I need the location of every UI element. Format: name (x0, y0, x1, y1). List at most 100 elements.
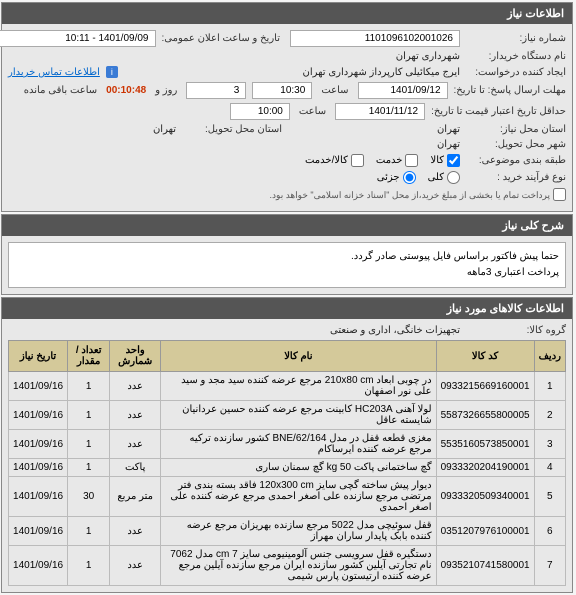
cb-goods[interactable] (448, 154, 461, 167)
cell-code: 0933215669160001 (437, 372, 535, 401)
cell-date: 1401/09/16 (10, 459, 69, 477)
cell-qty: 30 (69, 477, 111, 517)
deadline-date: 1401/09/12 (359, 82, 449, 99)
cell-name: لولا آهنی HC203A کابینت مرجع عرضه کننده … (162, 401, 437, 430)
cell-code: 5535160573850001 (437, 430, 535, 459)
desc-line1: حتما پیش فاکتور براساس فایل پیوستی صادر … (16, 249, 560, 265)
cb-goods-service-wrapper[interactable]: کالا/خدمت (306, 154, 365, 167)
deadline-label: مهلت ارسال پاسخ: تا تاریخ: (455, 85, 567, 96)
goods-header: اطلاعات کالاهای مورد نیاز (3, 298, 573, 319)
desc-panel: شرح کلی نیاز حتما پیش فاکتور براساس فایل… (2, 214, 574, 295)
cell-date: 1401/09/16 (10, 401, 69, 430)
cb-service-wrapper[interactable]: خدمت (377, 154, 420, 167)
del-city-label: شهر محل تحویل: (467, 139, 567, 150)
countdown-suffix: ساعت باقی مانده (25, 85, 98, 96)
cell-qty: 1 (69, 430, 111, 459)
cell-qty: 1 (69, 546, 111, 586)
rb-partial[interactable] (404, 171, 417, 184)
goods-table: ردیف کد کالا نام کالا واحد شمارش تعداد /… (9, 340, 567, 586)
cell-n: 4 (535, 459, 566, 477)
need-no-label: شماره نیاز: (467, 33, 567, 44)
announce-value: 1401/09/09 - 10:11 (0, 30, 157, 47)
table-row: 35535160573850001مغزی قطعه قفل در مدل BN… (10, 430, 567, 459)
rb-partial-label: جزئی (378, 172, 401, 183)
validity-time: 10:00 (231, 103, 291, 120)
cell-date: 1401/09/16 (10, 546, 69, 586)
rb-full-label: کلی (429, 172, 445, 183)
cell-date: 1401/09/16 (10, 430, 69, 459)
need-no-value: 1101096102001026 (291, 30, 461, 47)
desc-box: حتما پیش فاکتور براساس فایل پیوستی صادر … (9, 242, 567, 288)
validity-date: 1401/11/12 (336, 103, 426, 120)
table-row: 10933215669160001در چوبی ابعاد 210x80 cm… (10, 372, 567, 401)
cell-date: 1401/09/16 (10, 372, 69, 401)
cell-n: 6 (535, 517, 566, 546)
days-remaining: 3 (187, 82, 247, 99)
cell-unit: عدد (111, 372, 162, 401)
cb-service-label: خدمت (377, 155, 404, 166)
cell-n: 2 (535, 401, 566, 430)
cb-goods-service[interactable] (352, 154, 365, 167)
col-date: تاریخ نیاز (10, 341, 69, 372)
info-icon: i (107, 66, 119, 78)
cell-unit: عدد (111, 517, 162, 546)
table-row: 40933320204190001گچ ساختمانی پاکت 50 kg … (10, 459, 567, 477)
cb-treasury[interactable] (554, 188, 567, 201)
cell-n: 1 (535, 372, 566, 401)
treasury-note-wrapper[interactable]: پرداخت تمام یا بخشی از مبلغ خرید،از محل … (271, 188, 567, 201)
day-label: روز و (156, 85, 178, 96)
desc-header: شرح کلی نیاز (3, 215, 573, 236)
del-city-value: تهران (438, 139, 461, 150)
countdown-timer: 00:10:48 (107, 85, 147, 96)
cell-n: 5 (535, 477, 566, 517)
requester-label: ایجاد کننده درخواست: (467, 67, 567, 78)
cell-n: 3 (535, 430, 566, 459)
deadline-time: 10:30 (253, 82, 313, 99)
col-name: نام کالا (162, 341, 437, 372)
col-code: کد کالا (437, 341, 535, 372)
col-unit: واحد شمارش (111, 341, 162, 372)
cell-unit: عدد (111, 430, 162, 459)
cell-code: 0933320509340001 (437, 477, 535, 517)
contact-link[interactable]: اطلاعات تماس خریدار (9, 67, 101, 78)
time-label-1: ساعت (322, 85, 349, 96)
need-info-panel: اطلاعات نیاز شماره نیاز: 110109610200102… (2, 2, 574, 212)
goods-panel: اطلاعات کالاهای مورد نیاز گروه کالا: تجه… (2, 297, 574, 593)
announce-label: تاریخ و ساعت اعلان عمومی: (163, 33, 282, 44)
cell-name: دستگیره قفل سرویسی جنس آلومینیومی سایز 7… (162, 546, 437, 586)
group-label: گروه کالا: (467, 325, 567, 336)
rb-full-wrapper[interactable]: کلی (429, 171, 461, 184)
cell-code: 0933320204190001 (437, 459, 535, 477)
req-province-label: استان محل نیاز: (467, 124, 567, 135)
cell-name: گچ ساختمانی پاکت 50 kg گچ سمنان ساری (162, 459, 437, 477)
cell-name: قفل سوئیچی مدل 5022 مرجع سازنده بهریزان … (162, 517, 437, 546)
col-row: ردیف (535, 341, 566, 372)
buyer-label: نام دستگاه خریدار: (467, 51, 567, 62)
cb-service[interactable] (406, 154, 419, 167)
purchase-note: پرداخت تمام یا بخشی از مبلغ خرید،از محل … (271, 190, 551, 201)
rb-full[interactable] (448, 171, 461, 184)
cell-code: 0351207976100001 (437, 517, 535, 546)
cell-qty: 1 (69, 372, 111, 401)
table-row: 25587326655800005لولا آهنی HC203A کابینت… (10, 401, 567, 430)
cell-name: دیوار پیش ساخته گچی سایز 120x300 cm فاقد… (162, 477, 437, 517)
purchase-type-label: نوع فرآیند خرید : (467, 172, 567, 183)
buyer-value: شهرداری تهران (397, 51, 461, 62)
cell-qty: 1 (69, 517, 111, 546)
group-value: تجهیزات خانگی، اداری و صنعتی (331, 325, 461, 336)
cell-unit: پاکت (111, 459, 162, 477)
time-label-2: ساعت (300, 106, 327, 117)
del-province-label: استان محل تحویل: (183, 124, 283, 135)
validity-label: حداقل تاریخ اعتبار قیمت تا تاریخ: (432, 106, 567, 117)
col-qty: تعداد / مقدار (69, 341, 111, 372)
cell-qty: 1 (69, 459, 111, 477)
cb-goods-wrapper[interactable]: کالا (431, 154, 461, 167)
del-province-value: تهران (154, 124, 177, 135)
cell-name: در چوبی ابعاد 210x80 cm مرجع عرضه کننده … (162, 372, 437, 401)
cell-unit: عدد (111, 546, 162, 586)
desc-line2: پرداخت اعتباری 3ماهه (16, 265, 560, 281)
cell-qty: 1 (69, 401, 111, 430)
cell-n: 7 (535, 546, 566, 586)
cb-goods-label: کالا (431, 155, 445, 166)
rb-partial-wrapper[interactable]: جزئی (378, 171, 417, 184)
